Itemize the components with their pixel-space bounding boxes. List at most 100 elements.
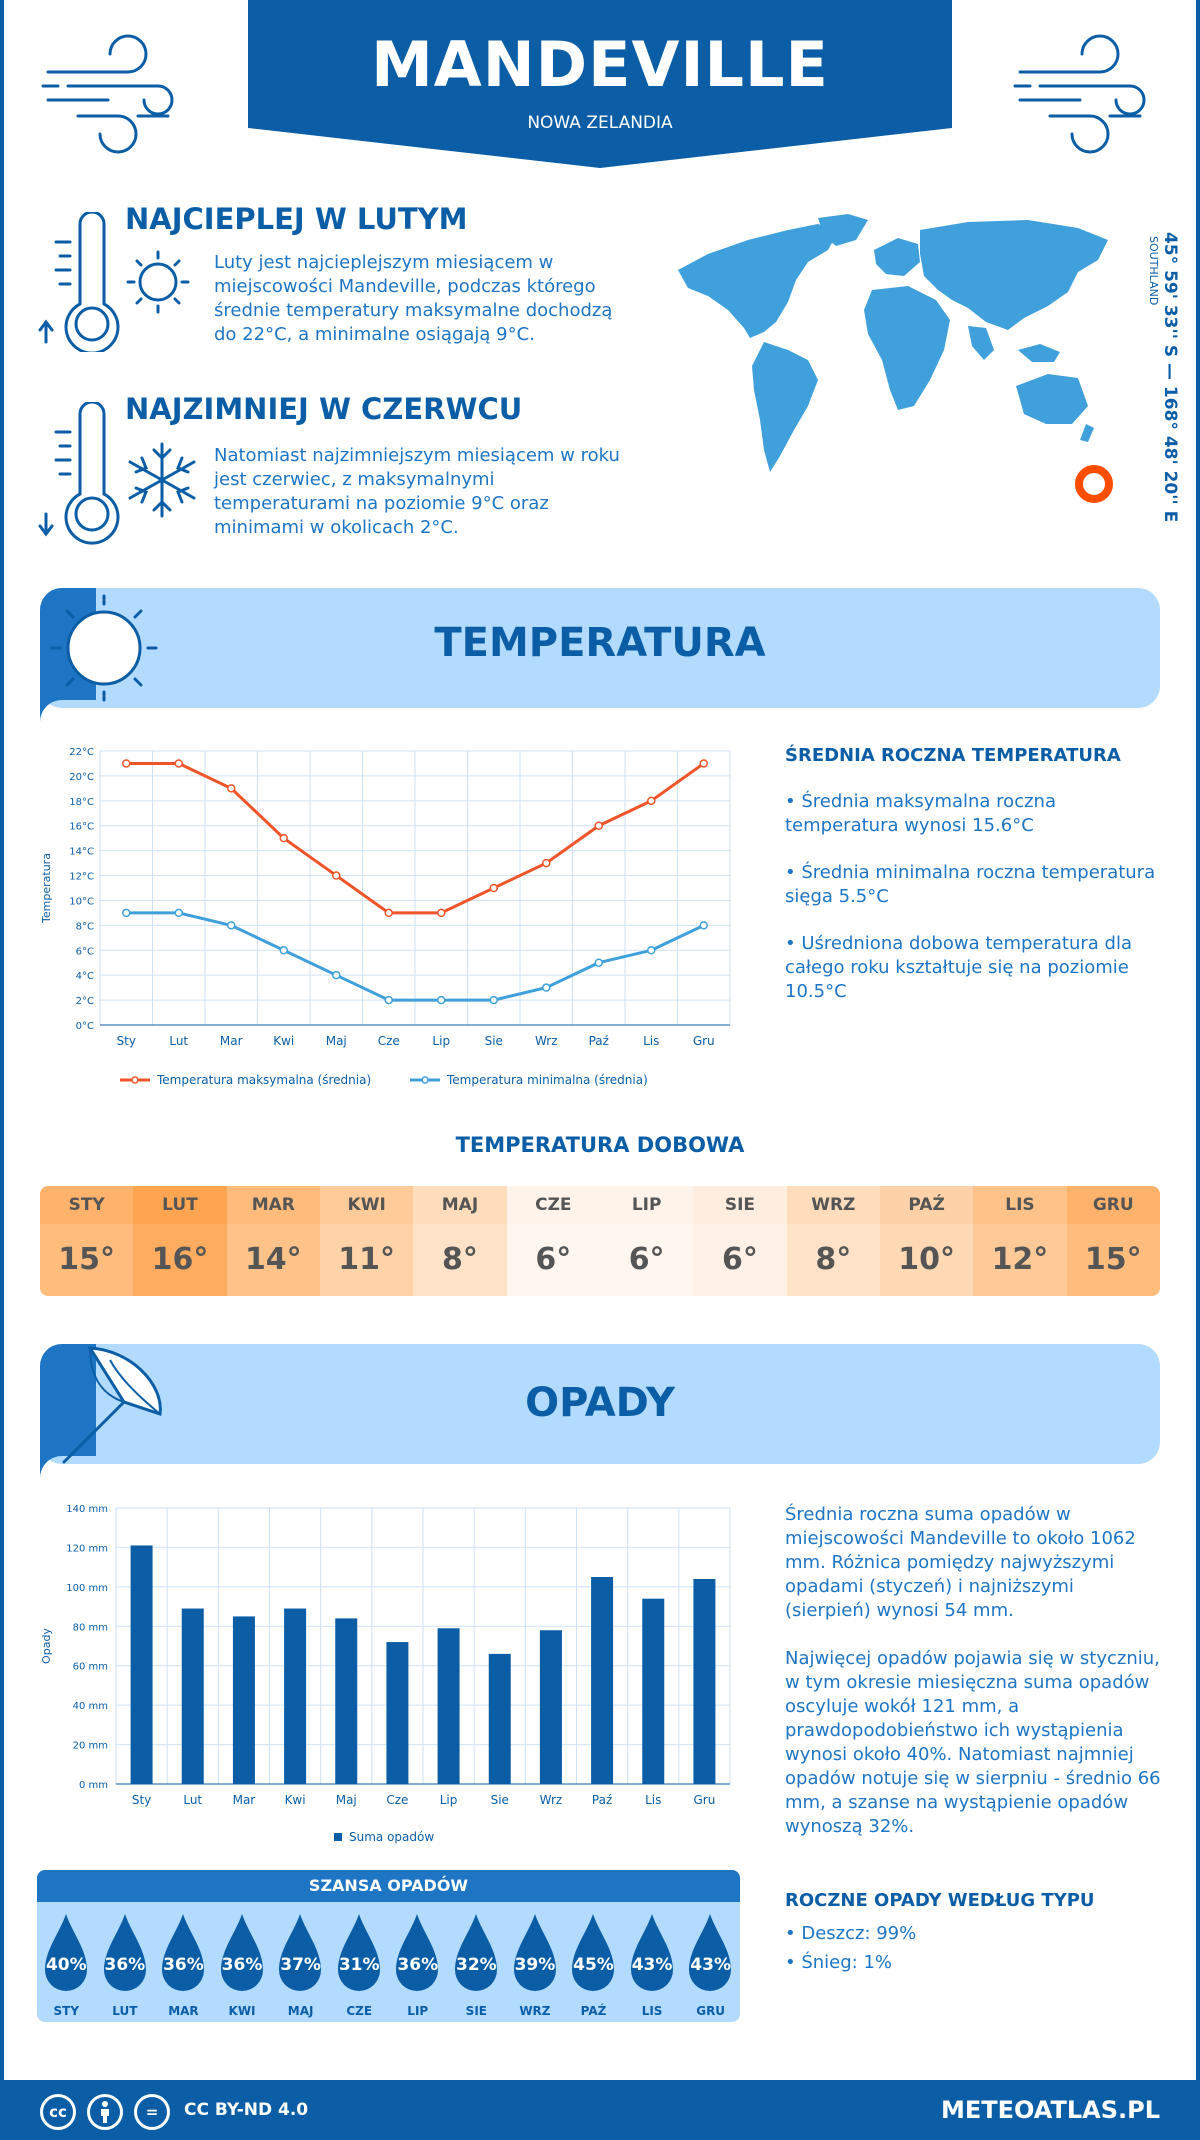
footer: cc = CC BY-ND 4.0 METEOATLAS.PL (0, 2080, 1200, 2140)
wind-icon (41, 34, 174, 154)
y-tick-label: 4°C (76, 971, 94, 982)
data-point (542, 858, 551, 868)
y-tick-label: 120 mm (66, 1543, 108, 1554)
series-line-max (126, 761, 705, 915)
daily-temp-value: 6° (506, 1224, 600, 1296)
precip-bar (488, 1653, 511, 1784)
daily-temp-value: 8° (413, 1224, 507, 1296)
data-point (227, 784, 236, 793)
rain-chance-value: 39% (514, 1955, 556, 1975)
precip-bar (130, 1545, 153, 1784)
legend-marker (421, 1076, 429, 1084)
legend-label: Temperatura minimalna (średnia) (446, 1073, 648, 1087)
daily-temp-column: CZE 6° (506, 1186, 600, 1296)
data-point (332, 871, 341, 880)
x-tick-label: Cze (378, 1034, 400, 1048)
y-tick-label: 40 mm (73, 1701, 108, 1712)
x-tick-label: Lut (169, 1034, 188, 1048)
rain-chance-title: SZANSA OPADÓW (37, 1870, 740, 1902)
x-tick-label: Mar (220, 1034, 243, 1048)
daily-temp-value: 15° (1066, 1224, 1160, 1296)
rain-chance-value: 31% (338, 1955, 380, 1975)
daily-temp-column: KWI 11° (319, 1186, 414, 1296)
precip-section-title: OPADY (525, 1380, 675, 1426)
raindrop-icon (455, 1914, 498, 1991)
y-tick-label: 8°C (76, 921, 94, 932)
y-axis-label: Opady (40, 1628, 53, 1664)
data-point (699, 921, 708, 930)
daily-temp-title: TEMPERATURA DOBOWA (455, 1133, 745, 1157)
precip-type-snow: • Śnieg: 1% (785, 1952, 893, 1973)
brand-link[interactable]: METEOATLAS.PL (940, 2096, 1160, 2124)
y-tick-label: 140 mm (66, 1504, 108, 1515)
raindrop-icon (630, 1914, 673, 1991)
y-tick-label: 80 mm (73, 1622, 108, 1633)
no-derivatives-icon: = (134, 2094, 170, 2130)
precip-detail-text: Najwięcej opadów pojawia się w styczniu,… (785, 1648, 1161, 1837)
daily-temp-value: 16° (133, 1224, 227, 1296)
cold-fact-text: Natomiast najzimniejszym miesiącem w rok… (214, 445, 620, 538)
data-point (332, 970, 341, 980)
world-map (678, 214, 1108, 472)
rain-chance-item: 39% WRZ (506, 1912, 565, 2022)
rain-chance-value: 37% (280, 1955, 321, 1975)
data-point (489, 883, 498, 893)
daily-temp-value: 11° (319, 1224, 414, 1296)
x-tick-label: Cze (386, 1793, 408, 1807)
legend-marker (131, 1076, 139, 1084)
license-text: CC BY-ND 4.0 (184, 2100, 309, 2120)
rain-chance-month: LUT (112, 2004, 138, 2018)
daily-temp-column: SIE 6° (693, 1186, 787, 1296)
rain-chance-month: WRZ (519, 2004, 551, 2018)
precip-band (40, 1344, 1160, 1464)
precip-bar (437, 1628, 460, 1784)
x-tick-label: Mar (233, 1793, 256, 1807)
temperature-chart: 0°C 2°C 4°C 6°C 8°C 10°C 12°C 14°C 16°C 18°C 20°C 2… (40, 747, 731, 1087)
raindrop-icon (220, 1914, 263, 1991)
x-tick-label: Paź (589, 1034, 609, 1048)
daily-month-label: LUT (133, 1186, 227, 1224)
rain-chance-item: 31% CZE (330, 1912, 389, 2022)
daily-temp-column: LUT 16° (133, 1186, 227, 1296)
data-point (279, 833, 288, 843)
raindrop-icon (162, 1914, 205, 1991)
cc-icon: cc (40, 2094, 76, 2130)
daily-month-label: KWI (319, 1186, 414, 1224)
x-tick-label: Sty (117, 1034, 136, 1048)
raindrop-icon (396, 1914, 439, 1991)
rain-chance-value: 40% (45, 1955, 87, 1975)
precip-bar (693, 1578, 716, 1784)
y-tick-label: 16°C (69, 822, 94, 833)
rain-chance-item: 43% GRU (681, 1912, 740, 2022)
daily-month-label: LIP (599, 1186, 694, 1224)
raindrop-icon (45, 1914, 87, 1991)
x-tick-label: Sie (485, 1034, 503, 1048)
rain-chance-item: 40% STY (37, 1912, 96, 2022)
rain-chance-drops: 40% STY 36% LUT 36% MAR 36% KWI 37% MAJ 31% CZE 36% L… (37, 1912, 740, 2022)
raindrop-icon (103, 1914, 146, 1991)
x-tick-label: Wrz (540, 1793, 563, 1807)
precip-bar (335, 1618, 358, 1784)
raindrop-icon (279, 1914, 322, 1991)
location-marker-icon (1075, 465, 1113, 503)
legend-label: Suma opadów (349, 1830, 434, 1844)
rain-chance-item: 36% LIP (388, 1912, 447, 2022)
country-subtitle: NOWA ZELANDIA (527, 113, 673, 133)
data-point (542, 983, 551, 992)
data-point (174, 908, 183, 918)
page-title: MANDEVILLE (371, 28, 829, 101)
daily-month-label: SIE (693, 1186, 787, 1224)
rain-chance-month: STY (53, 2004, 80, 2018)
rain-chance-month: LIS (641, 2004, 663, 2018)
daily-temp-value: 10° (879, 1224, 974, 1296)
x-tick-label: Wrz (535, 1034, 558, 1048)
person-icon (101, 2101, 109, 2123)
data-point (122, 759, 131, 768)
daily-temp-value: 6° (693, 1224, 787, 1296)
data-point (279, 946, 288, 955)
warm-fact-title: NAJCIEPLEJ W LUTYM (125, 202, 468, 236)
rain-chance-box: SZANSA OPADÓW 40% STY 36% LUT 36% MAR 36% KWI 37… (37, 1870, 740, 2022)
rain-chance-value: 36% (104, 1955, 146, 1975)
rain-chance-value: 32% (455, 1955, 497, 1975)
daily-month-label: MAR (226, 1186, 320, 1224)
